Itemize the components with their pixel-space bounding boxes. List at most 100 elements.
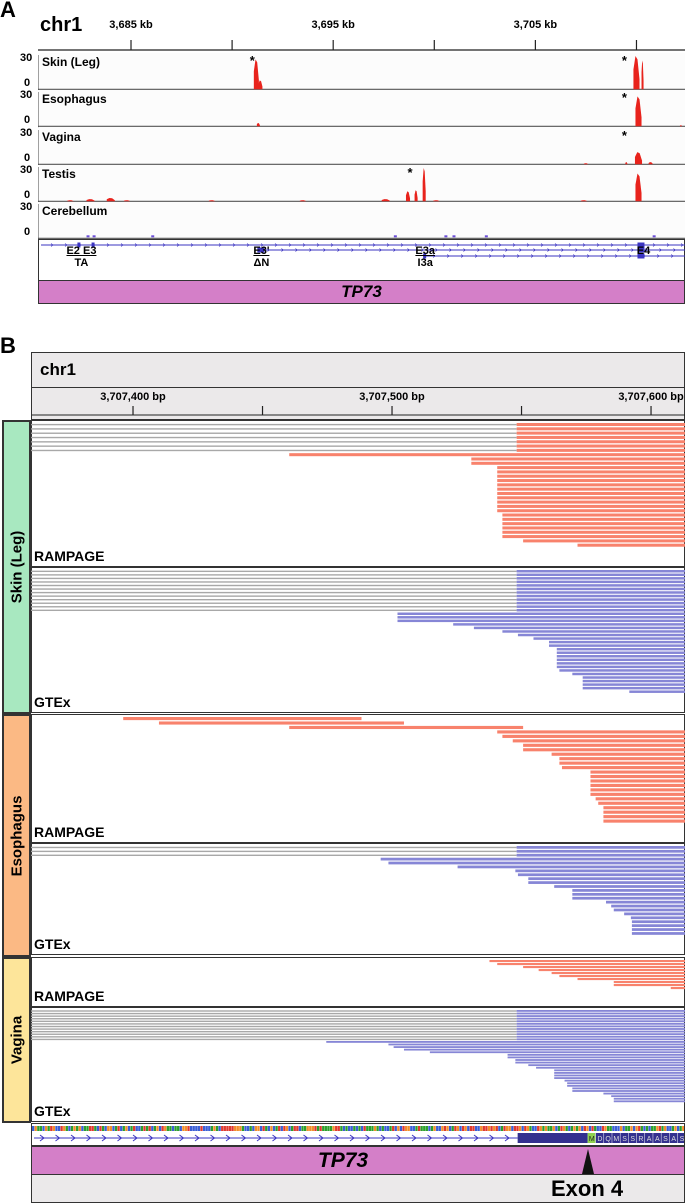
base [213, 1126, 216, 1131]
coverage-peak [641, 60, 644, 90]
spliced-read-junction [30, 854, 517, 856]
strand-arrow-icon [498, 243, 502, 247]
base [459, 1126, 462, 1131]
base [578, 1126, 581, 1131]
base [516, 1126, 519, 1131]
strand-arrow-icon [533, 248, 536, 252]
base [449, 1126, 452, 1131]
coverage-track-cerebellum [38, 202, 685, 240]
coverage-dot [86, 235, 90, 238]
read [429, 1050, 685, 1053]
read [496, 504, 685, 508]
base [498, 1126, 501, 1131]
strand-arrow-icon [666, 243, 670, 247]
base [588, 1126, 592, 1131]
strand-arrow-icon [631, 248, 634, 252]
base [562, 1126, 566, 1131]
read [548, 640, 685, 643]
codon-block [628, 1133, 637, 1143]
read [325, 1040, 685, 1043]
base [417, 1126, 421, 1131]
read [516, 569, 685, 572]
tissue-name: Skin (Leg) [8, 530, 25, 604]
base [231, 1126, 234, 1131]
read [613, 983, 685, 986]
base [550, 1126, 553, 1131]
spliced-read-junction [30, 580, 517, 583]
read [595, 796, 685, 800]
base [285, 1126, 289, 1131]
strand-arrow-icon [554, 243, 558, 247]
read [516, 435, 685, 439]
base [544, 1126, 548, 1131]
read [122, 716, 361, 720]
strand-arrow-icon [449, 248, 452, 252]
track-name: Skin (Leg) [42, 55, 101, 69]
gtex-track: GTEx [30, 567, 685, 713]
read [589, 774, 685, 778]
transcript-models [41, 242, 685, 259]
read [553, 1068, 685, 1071]
base [552, 1126, 555, 1131]
codon-block [669, 1133, 678, 1143]
strand-arrow-icon [547, 248, 550, 252]
exon-label-box: Exon 4 [31, 1174, 685, 1203]
panel-b-chrom: chr1 [40, 360, 76, 379]
read [597, 801, 685, 805]
base [151, 1126, 154, 1131]
strand-arrow-icon [318, 1134, 324, 1142]
ruler-tick-label: 3,705 kb [513, 19, 558, 31]
read [613, 908, 685, 911]
read [507, 1056, 685, 1058]
track-name: Cerebellum [42, 204, 108, 219]
strand-arrow-icon [365, 248, 368, 252]
strand-arrow-icon [530, 254, 534, 258]
coverage-peak [208, 200, 215, 202]
read [551, 752, 685, 756]
read [516, 573, 685, 576]
read [556, 650, 685, 654]
y-max-label: 30 [20, 126, 33, 139]
base [215, 1126, 219, 1131]
strand-arrow-icon [526, 243, 530, 247]
strand-arrow-icon [372, 243, 376, 247]
base [148, 1126, 151, 1131]
codon-block [620, 1133, 629, 1143]
base [596, 1126, 599, 1131]
read [556, 665, 685, 668]
strand-arrow-icon [456, 243, 460, 247]
panel-b-ruler: 3,707,400 bp 3,707,500 bp 3,707,600 bp [31, 387, 685, 420]
read [517, 633, 685, 636]
read [516, 1014, 685, 1017]
base [609, 1126, 612, 1131]
coverage-plot: * [38, 90, 685, 128]
read [470, 456, 685, 460]
base [674, 1126, 677, 1131]
base [627, 1126, 631, 1131]
read [501, 521, 685, 525]
spliced-read-junction [30, 605, 517, 607]
strand-arrow-icon [680, 243, 684, 247]
strand-arrow-icon [463, 248, 466, 252]
base [363, 1126, 366, 1131]
y-min-label: 0 [24, 226, 31, 239]
base [404, 1126, 408, 1131]
strand-arrow-icon [596, 243, 600, 247]
read [516, 594, 685, 597]
read [589, 792, 685, 796]
asterisk-marker: * [407, 165, 413, 180]
read [516, 845, 685, 849]
read [496, 495, 685, 499]
coverage-peak [635, 173, 642, 202]
base [166, 1126, 169, 1131]
strand-arrow-icon [582, 243, 586, 247]
rampage-track: RAMPAGE [31, 714, 685, 843]
coverage-peak [633, 56, 640, 90]
amino-acid: A [671, 1136, 676, 1143]
amino-acid: A [647, 1136, 652, 1143]
base [202, 1126, 206, 1131]
read [501, 734, 685, 738]
exon-4-label: Exon 4 [551, 1176, 624, 1201]
exon-block [91, 242, 95, 248]
strand-arrow-icon [50, 243, 54, 247]
